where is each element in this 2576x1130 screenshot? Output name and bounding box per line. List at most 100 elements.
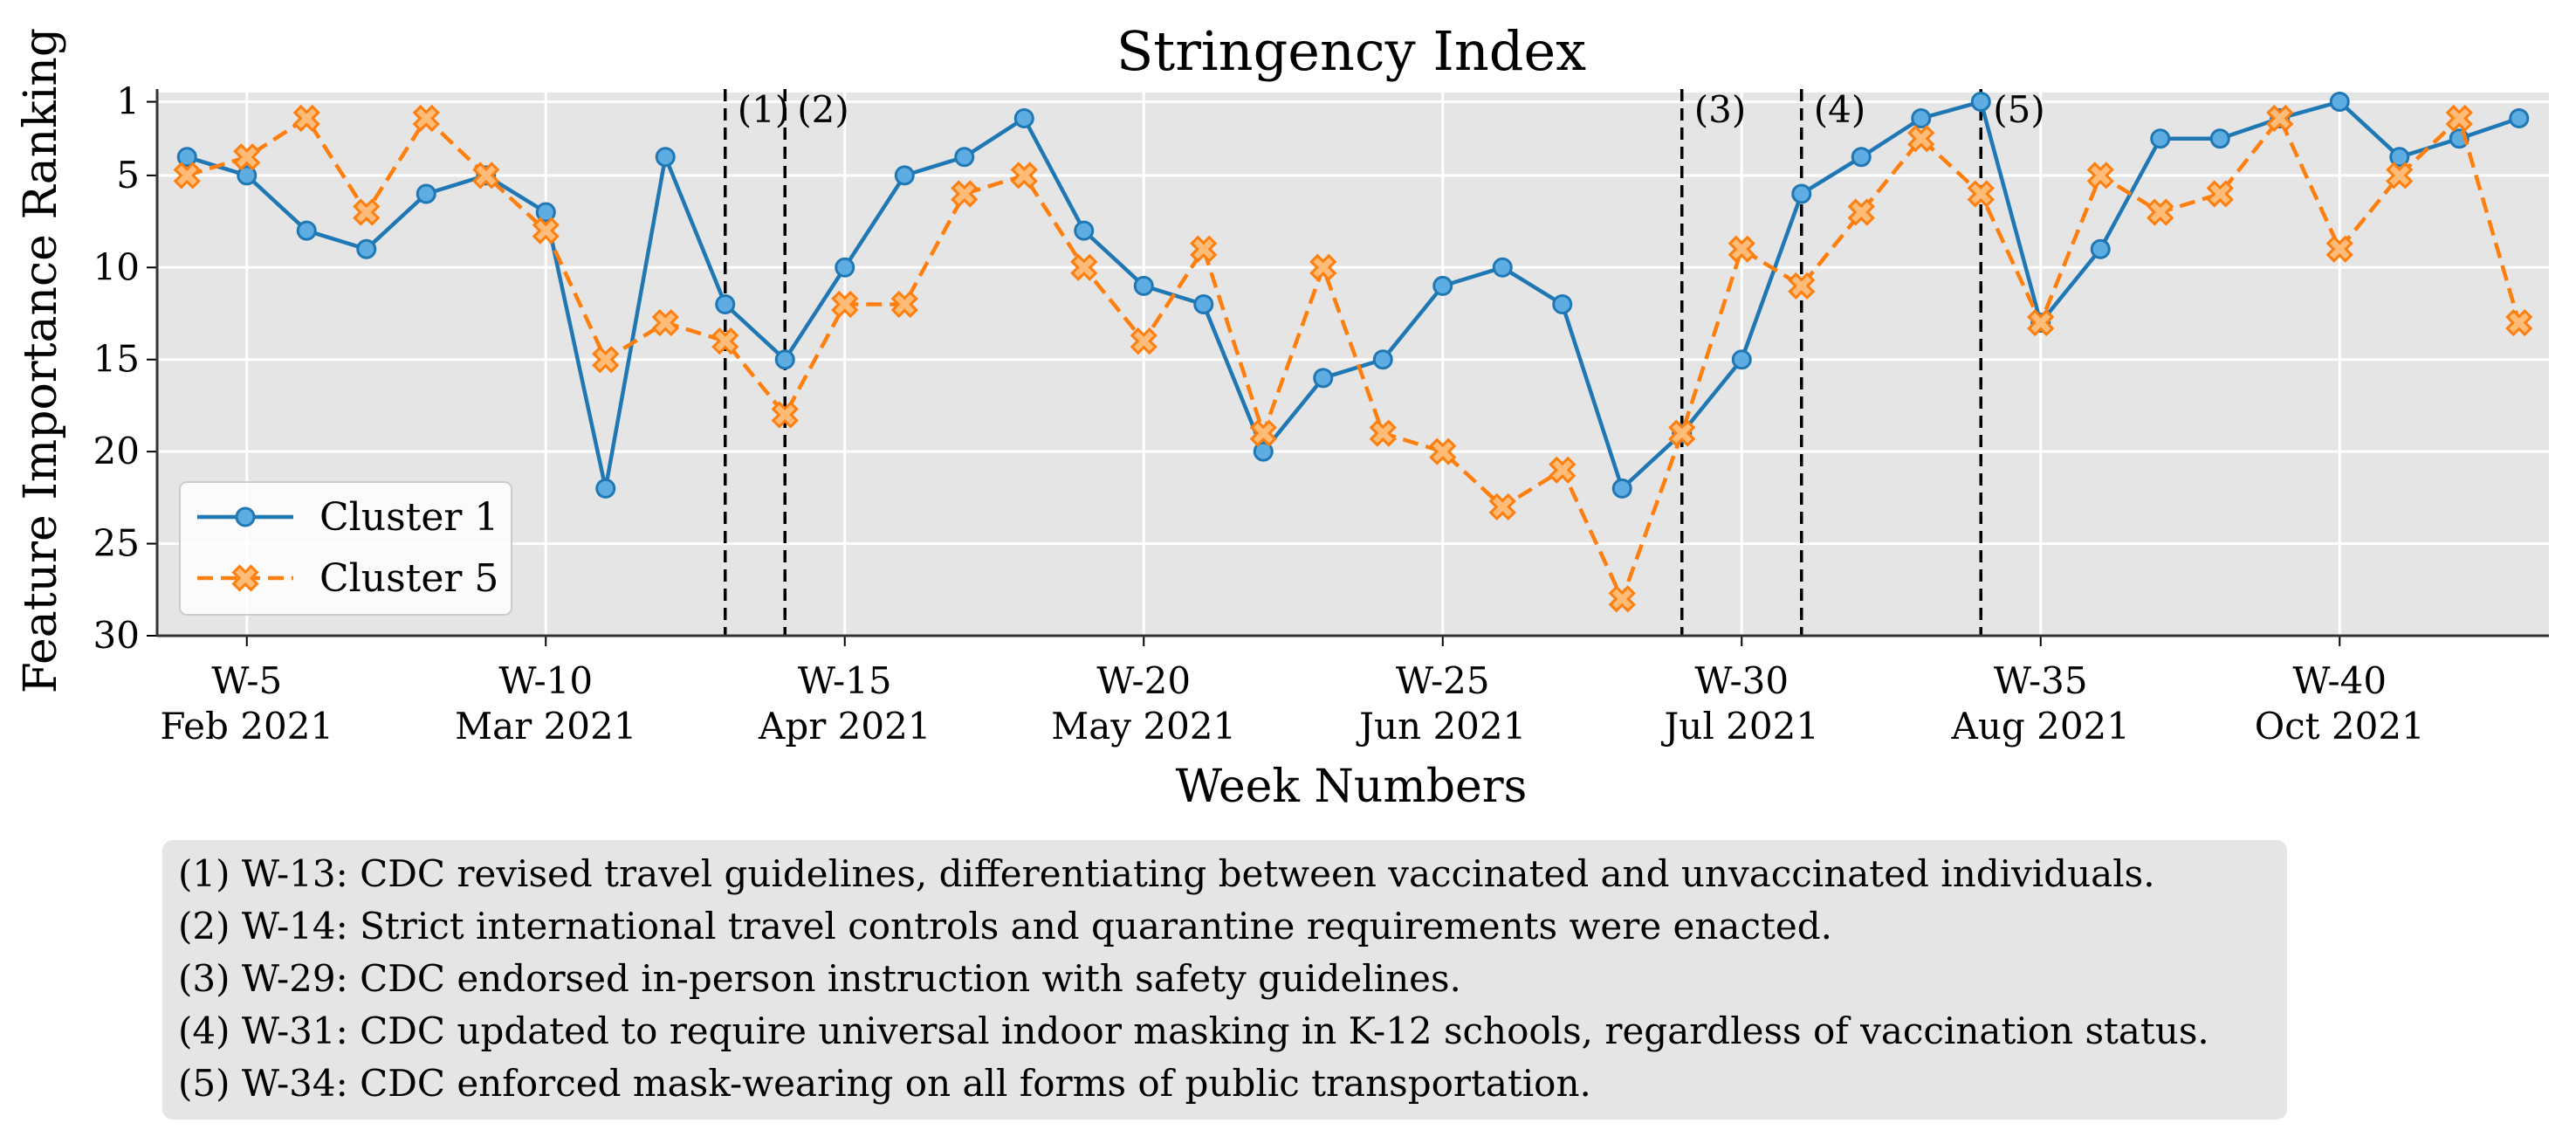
series-line bbox=[186, 116, 2521, 602]
cluster-point bbox=[1070, 253, 1098, 281]
cluster-point bbox=[1133, 275, 1154, 296]
cluster-point bbox=[1788, 272, 1816, 300]
cluster-point bbox=[1970, 92, 1991, 113]
cluster-point bbox=[1372, 349, 1393, 370]
cluster-point bbox=[1608, 585, 1636, 613]
cluster-point bbox=[831, 290, 859, 319]
series-cluster-5 bbox=[173, 104, 2533, 613]
x-tick-month-label: Feb 2021 bbox=[160, 705, 333, 748]
cluster-point bbox=[231, 564, 259, 592]
x-tick-week-label: W-35 bbox=[1994, 659, 2088, 702]
cluster-point bbox=[1013, 108, 1034, 129]
x-tick-month-label: Apr 2021 bbox=[758, 705, 931, 748]
cluster-point bbox=[2090, 238, 2111, 259]
cluster-point bbox=[173, 162, 201, 189]
cluster-point bbox=[1193, 293, 1214, 314]
cluster-point bbox=[2325, 235, 2353, 263]
x-tick-week-label: W-30 bbox=[1694, 659, 1789, 702]
chart-title: Stringency Index bbox=[1116, 19, 1586, 83]
cluster-point bbox=[1253, 441, 1274, 462]
cluster-point bbox=[711, 327, 739, 355]
cluster-point bbox=[1309, 253, 1337, 281]
note-line: (4) W-31: CDC updated to require univers… bbox=[178, 1009, 2209, 1052]
cluster-point bbox=[235, 506, 256, 527]
cluster-point bbox=[356, 238, 377, 259]
notes-background bbox=[162, 840, 2287, 1120]
event-marker-label: (1) bbox=[738, 88, 790, 131]
cluster-point bbox=[595, 478, 616, 499]
legend-label: Cluster 1 bbox=[319, 495, 498, 540]
cluster-point bbox=[655, 147, 676, 168]
note-line: (5) W-34: CDC enforced mask-wearing on a… bbox=[178, 1062, 1591, 1105]
x-axis-title: Week Numbers bbox=[1176, 761, 1528, 813]
event-marker-label: (2) bbox=[797, 88, 849, 131]
cluster-point bbox=[1313, 368, 1334, 389]
x-tick-week-label: W-40 bbox=[2292, 659, 2387, 702]
cluster-point bbox=[2209, 128, 2230, 149]
cluster-point bbox=[2386, 162, 2414, 189]
cluster-point bbox=[176, 147, 197, 168]
x-tick-week-label: W-5 bbox=[211, 659, 282, 702]
cluster-point bbox=[890, 290, 918, 319]
cluster-point bbox=[1369, 419, 1397, 447]
cluster-point bbox=[2027, 308, 2055, 337]
y-tick-label: 30 bbox=[93, 614, 140, 657]
y-tick-label: 1 bbox=[116, 80, 140, 123]
cluster-point bbox=[237, 165, 258, 186]
cluster-point bbox=[1668, 419, 1696, 447]
cluster-point bbox=[651, 308, 679, 337]
y-tick-label: 5 bbox=[116, 154, 140, 196]
series-layer bbox=[173, 92, 2533, 613]
cluster-point bbox=[233, 143, 261, 171]
x-tick-month-label: Jun 2021 bbox=[1356, 705, 1526, 748]
cluster-point bbox=[1492, 257, 1513, 278]
cluster-point bbox=[1911, 108, 1932, 129]
cluster-point bbox=[1549, 456, 1577, 484]
y-tick-label: 10 bbox=[93, 245, 140, 288]
x-tick-week-label: W-10 bbox=[498, 659, 593, 702]
cluster-point bbox=[2150, 128, 2171, 149]
legend: Cluster 1 Cluster 5 bbox=[179, 481, 512, 616]
event-marker-label: (3) bbox=[1694, 88, 1747, 131]
cluster-point bbox=[1791, 183, 1812, 204]
cluster-point bbox=[292, 104, 320, 133]
cluster-point bbox=[1967, 180, 1995, 208]
y-tick-label: 20 bbox=[93, 430, 140, 472]
cluster-point bbox=[1731, 349, 1752, 370]
cluster-point bbox=[1728, 235, 1755, 263]
cluster-point bbox=[1488, 493, 1516, 521]
cluster-point bbox=[2509, 108, 2530, 129]
cluster-point bbox=[353, 198, 381, 226]
cluster-point bbox=[2445, 104, 2473, 133]
cluster-point bbox=[2505, 308, 2533, 337]
cluster-point bbox=[1611, 478, 1632, 499]
cluster-point bbox=[951, 180, 979, 208]
y-tick-label: 25 bbox=[93, 522, 140, 565]
cluster-point bbox=[771, 401, 799, 429]
x-tick-month-label: Mar 2021 bbox=[455, 705, 636, 748]
note-line: (3) W-29: CDC endorsed in-person instruc… bbox=[178, 957, 1461, 1000]
y-tick-label: 15 bbox=[93, 338, 140, 381]
cluster-point bbox=[1010, 162, 1038, 189]
cluster-point bbox=[296, 220, 317, 241]
cluster-point bbox=[1429, 438, 1457, 465]
x-tick-month-label: Aug 2021 bbox=[1950, 705, 2130, 748]
legend-label: Cluster 5 bbox=[319, 556, 498, 601]
cluster-point bbox=[1130, 327, 1157, 355]
x-tick-month-label: Jul 2021 bbox=[1660, 705, 1819, 748]
cluster-point bbox=[2147, 198, 2174, 226]
cluster-point bbox=[2329, 92, 2350, 113]
cluster-point bbox=[1432, 275, 1453, 296]
cluster-point bbox=[1190, 235, 1218, 263]
cluster-point bbox=[1552, 293, 1573, 314]
cluster-point bbox=[1249, 419, 1277, 447]
note-line: (1) W-13: CDC revised travel guidelines,… bbox=[178, 852, 2155, 895]
plot-area bbox=[157, 93, 2549, 636]
cluster-point bbox=[472, 162, 500, 189]
cluster-point bbox=[532, 217, 560, 245]
x-tick-week-label: W-20 bbox=[1096, 659, 1191, 702]
cluster-point bbox=[1074, 220, 1095, 241]
x-tick-week-label: W-15 bbox=[798, 659, 892, 702]
cluster-point bbox=[835, 257, 855, 278]
